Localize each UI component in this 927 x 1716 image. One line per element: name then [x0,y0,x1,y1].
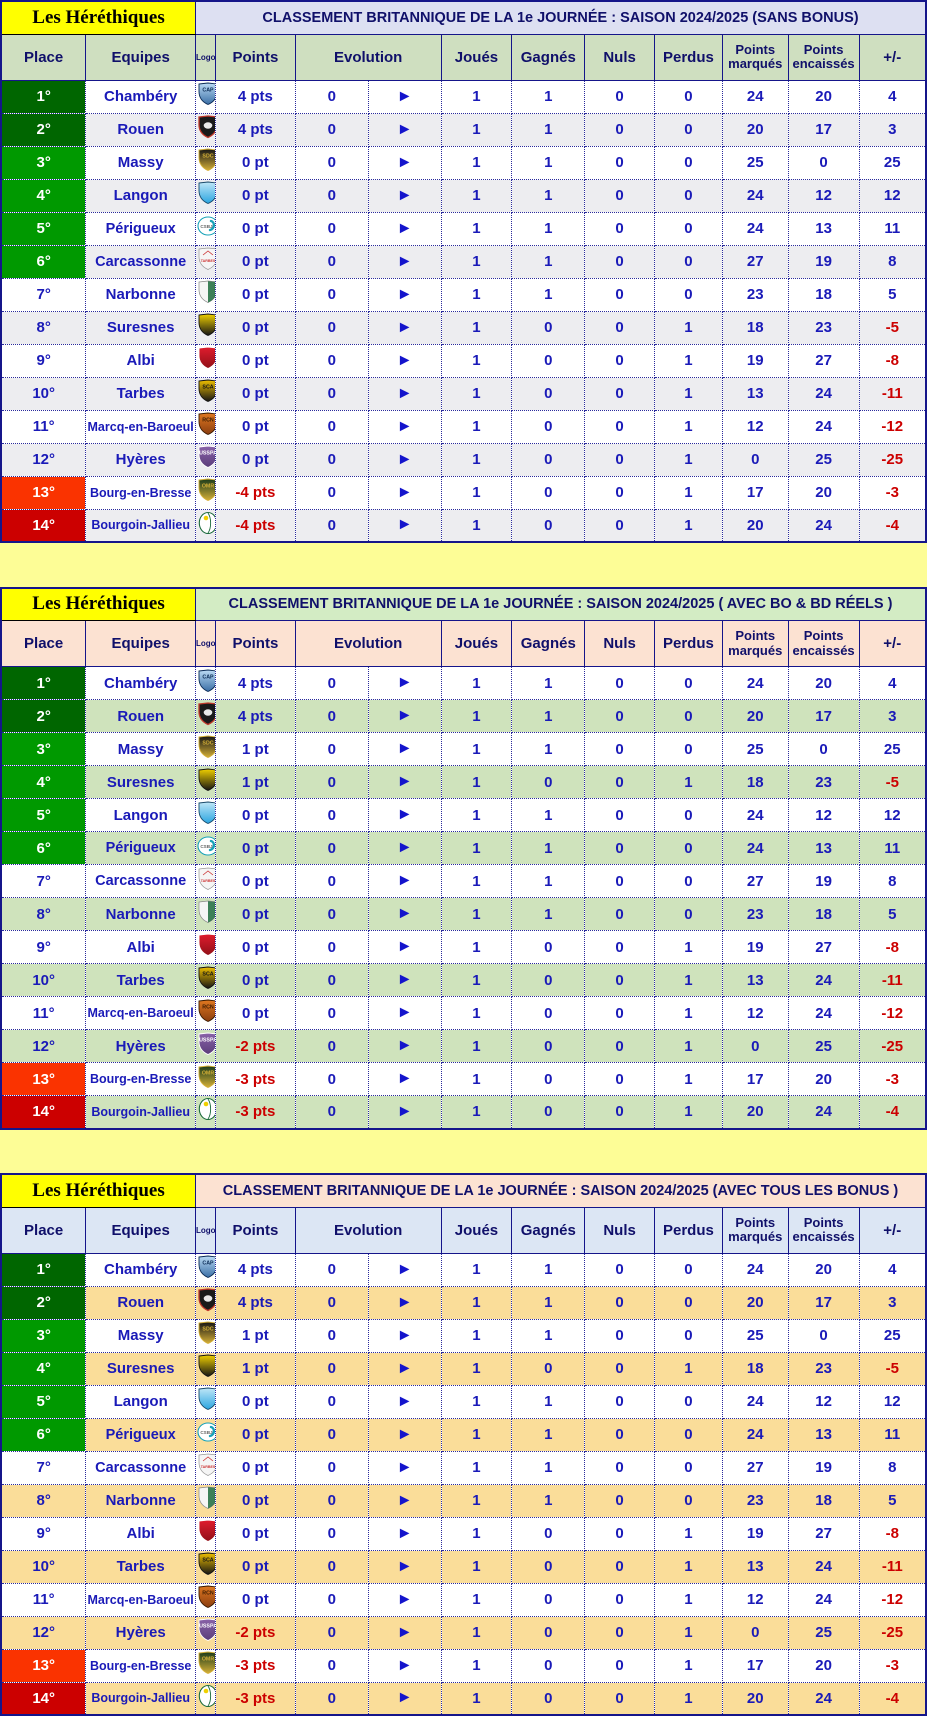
svg-text:SCA: SCA [202,1558,213,1564]
svg-text:CAP: CAP [202,1261,214,1267]
svg-text:CSBJ: CSBJ [200,844,213,849]
svg-text:SCA: SCA [202,385,213,391]
svg-text:CAP: CAP [202,674,214,680]
svg-text:USSPA: USSPA [199,451,215,457]
svg-text:SDC: SDC [202,1327,213,1333]
svg-text:TARBES: TARBES [201,1465,216,1469]
svg-text:RCN: RCN [202,1591,214,1597]
svg-text:USSPA: USSPA [199,1624,215,1630]
svg-text:RCN: RCN [202,418,214,424]
svg-text:TARBES: TARBES [201,879,216,883]
svg-text:USSPA: USSPA [199,1037,215,1043]
svg-text:TARBES: TARBES [201,259,216,263]
svg-text:SDC: SDC [202,740,213,746]
svg-text:OMR: OMR [202,1070,215,1076]
svg-text:OMR: OMR [202,484,215,490]
svg-text:CAP: CAP [202,88,214,94]
svg-text:RCN: RCN [202,1004,214,1010]
svg-text:SCA: SCA [202,971,213,977]
svg-text:CSBJ: CSBJ [200,1430,213,1435]
svg-text:SDC: SDC [202,154,213,160]
svg-text:CSBJ: CSBJ [200,224,213,229]
svg-text:OMR: OMR [202,1657,215,1663]
